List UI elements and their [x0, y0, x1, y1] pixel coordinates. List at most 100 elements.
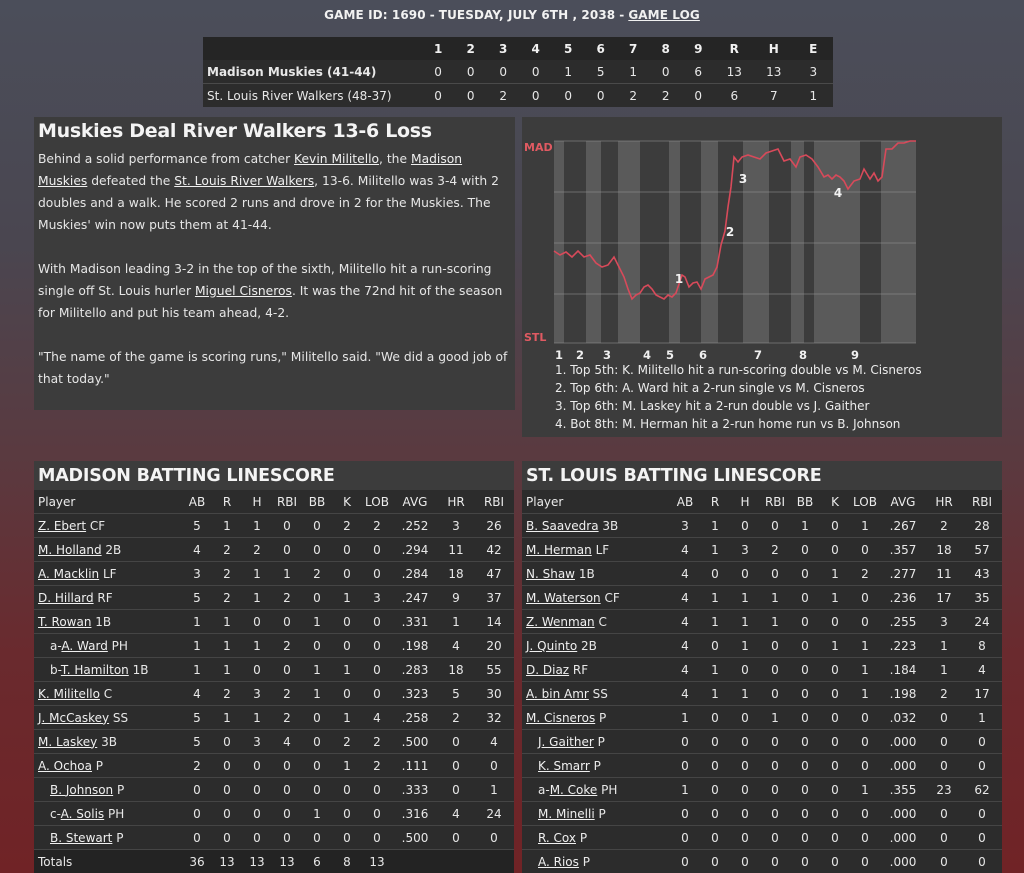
- stat-cell: 0: [670, 753, 700, 778]
- player-position: P: [594, 806, 606, 821]
- player-link[interactable]: A. Macklin: [38, 566, 100, 581]
- player-link[interactable]: Z. Wenman: [526, 614, 595, 629]
- player-link[interactable]: R. Cox: [538, 830, 576, 845]
- player-position: RF: [569, 662, 589, 677]
- stat-column-header: RBI: [272, 490, 302, 514]
- stat-cell: 1: [670, 777, 700, 802]
- stat-cell: 1: [850, 657, 880, 682]
- player-link[interactable]: M. Minelli: [538, 806, 595, 821]
- stat-cell: 55: [474, 657, 514, 682]
- stat-cell: 0: [760, 561, 790, 586]
- player-link[interactable]: A. bin Amr: [526, 686, 589, 701]
- batter-cell: A. Macklin LF: [34, 561, 182, 586]
- player-link[interactable]: M. Coke: [549, 782, 598, 797]
- madison-batting-panel: MADISON BATTING LINESCORE Player AB R H RBI B…: [34, 461, 514, 873]
- batter-cell: D. Diaz RF: [522, 657, 670, 682]
- player-link[interactable]: M. Holland: [38, 542, 102, 557]
- stat-cell: 0: [272, 753, 302, 778]
- player-link[interactable]: K. Militello: [38, 686, 100, 701]
- stat-column-header: HR: [438, 490, 474, 514]
- stat-cell: 0: [272, 825, 302, 850]
- player-link[interactable]: T. Hamilton: [60, 662, 129, 677]
- stat-cell: 0: [700, 801, 730, 826]
- player-link[interactable]: M. Laskey: [38, 734, 98, 749]
- inning-header: 7: [616, 37, 650, 60]
- totals-header: E: [793, 37, 833, 60]
- recap-link[interactable]: Kevin Militello: [294, 152, 380, 166]
- inning-header: 8: [649, 37, 682, 60]
- stat-cell: 1: [700, 513, 730, 538]
- stat-cell: 0: [438, 729, 474, 754]
- game-log-link[interactable]: GAME LOG: [628, 8, 700, 22]
- stat-cell: 0: [302, 633, 332, 658]
- stat-cell: 2: [212, 681, 242, 706]
- stat-cell: 1: [850, 777, 880, 802]
- stat-cell: 0: [272, 537, 302, 562]
- stat-cell: 2: [212, 537, 242, 562]
- stat-cell: 5: [438, 681, 474, 706]
- player-link[interactable]: Z. Ebert: [38, 518, 87, 533]
- stat-cell: .258: [392, 705, 438, 730]
- player-link[interactable]: J. Quinto: [526, 638, 578, 653]
- batter-cell: M. Cisneros P: [522, 705, 670, 730]
- batter-row: M. Holland 2B 4 2 2 0 0 0 0.294 11 42: [34, 537, 514, 562]
- stat-cell: 0: [820, 513, 850, 538]
- recap-link[interactable]: Madison Muskies: [38, 152, 463, 188]
- stat-cell: 4: [670, 657, 700, 682]
- stat-cell: 2: [362, 753, 392, 778]
- player-link[interactable]: B. Stewart: [50, 830, 113, 845]
- stat-column-header: LOB: [362, 490, 392, 514]
- player-link[interactable]: J. Gaither: [538, 734, 594, 749]
- stat-cell: 0: [362, 801, 392, 826]
- stat-cell: 28: [962, 513, 1002, 538]
- batter-row: R. Cox P 0 0 0 0 0 0 0.000 0 0: [522, 825, 1002, 850]
- player-link[interactable]: A. Solis: [60, 806, 105, 821]
- player-link[interactable]: A. Ward: [61, 638, 108, 653]
- totals-cell: 6: [302, 849, 332, 873]
- batter-row: M. Cisneros P 1 0 0 1 0 0 0.032 0 1: [522, 705, 1002, 730]
- event-marker: 3: [739, 172, 747, 186]
- player-link[interactable]: M. Waterson: [526, 590, 601, 605]
- stat-cell: 30: [474, 681, 514, 706]
- stat-cell: .323: [392, 681, 438, 706]
- player-link[interactable]: T. Rowan: [38, 614, 92, 629]
- recap-link[interactable]: Miguel Cisneros: [194, 284, 292, 298]
- stat-cell: 0: [182, 825, 212, 850]
- stat-cell: 3: [670, 513, 700, 538]
- stat-cell: 0: [820, 609, 850, 634]
- stat-cell: 0: [670, 801, 700, 826]
- player-link[interactable]: N. Shaw: [526, 566, 575, 581]
- player-link[interactable]: B. Saavedra: [526, 518, 599, 533]
- player-position: 2B: [101, 542, 122, 557]
- batter-cell: M. Laskey 3B: [34, 729, 182, 754]
- stat-cell: .198: [880, 681, 926, 706]
- stat-cell: 4: [438, 633, 474, 658]
- totals-cell: 13: [212, 849, 242, 873]
- stat-cell: 18: [926, 537, 962, 562]
- stat-cell: 0: [962, 849, 1002, 873]
- batter-cell: Z. Wenman C: [522, 609, 670, 634]
- player-link[interactable]: A. Ochoa: [38, 758, 92, 773]
- player-link[interactable]: J. McCaskey: [38, 710, 110, 725]
- inning-label: 5: [666, 348, 675, 362]
- recap-link[interactable]: St. Louis River Walkers: [174, 174, 315, 188]
- stat-cell: 1: [474, 777, 514, 802]
- player-link[interactable]: K. Smarr: [538, 758, 590, 773]
- stat-cell: 4: [182, 681, 212, 706]
- stat-cell: 0: [242, 609, 272, 634]
- stat-cell: 0: [850, 537, 880, 562]
- stat-cell: 0: [362, 561, 392, 586]
- player-link[interactable]: A. Rios: [538, 854, 579, 869]
- inning-runs: 1: [629, 64, 638, 79]
- player-link[interactable]: M. Cisneros: [526, 710, 596, 725]
- batter-cell: c-A. Solis PH: [34, 801, 182, 826]
- batter-row: A. Rios P 0 0 0 0 0 0 0.000 0 0: [522, 849, 1002, 873]
- stat-cell: 5: [182, 585, 212, 610]
- player-link[interactable]: B. Johnson: [50, 782, 114, 797]
- player-link[interactable]: D. Hillard: [38, 590, 94, 605]
- player-link[interactable]: D. Diaz: [526, 662, 570, 677]
- stat-cell: 5: [182, 513, 212, 538]
- player-link[interactable]: M. Herman: [526, 542, 592, 557]
- batter-cell: T. Rowan 1B: [34, 609, 182, 634]
